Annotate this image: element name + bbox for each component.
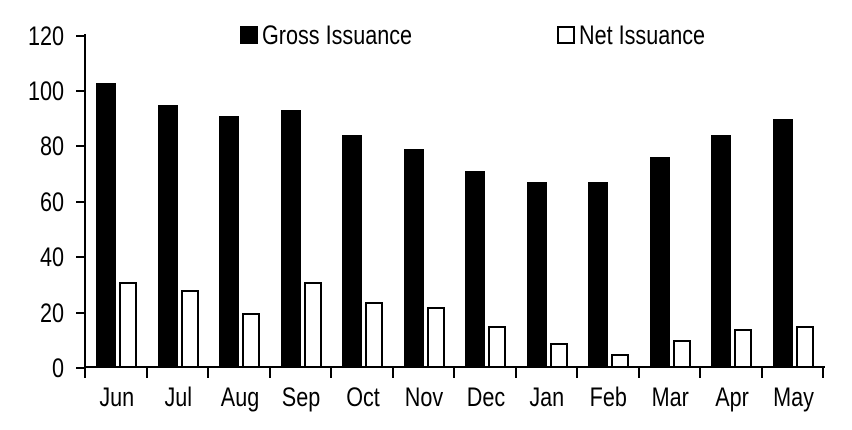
x-tick-mark	[391, 366, 394, 378]
y-tick-label-100: 100	[27, 75, 64, 106]
bar-net-issuance-dec	[488, 326, 506, 368]
y-tick-label-80: 80	[39, 131, 64, 162]
bar-net-issuance-aug	[242, 312, 260, 368]
bar-gross-issuance-apr	[711, 135, 731, 368]
bar-net-issuance-nov	[426, 307, 445, 368]
legend-item-net-issuance: Net Issuance	[557, 20, 737, 50]
net-issuance-swatch-icon	[557, 26, 575, 44]
x-tick-label-mar: Mar	[651, 382, 689, 412]
y-tick-mark	[76, 256, 84, 259]
x-tick-mark	[514, 366, 517, 378]
y-tick-mark	[76, 89, 84, 92]
x-tick-mark	[268, 366, 271, 378]
x-tick-label-sep: Sep	[282, 382, 321, 412]
x-tick-mark	[207, 366, 209, 378]
gross-issuance-swatch-icon	[240, 26, 258, 44]
y-tick-mark	[76, 311, 84, 314]
bar-gross-issuance-mar	[649, 157, 670, 368]
bar-net-issuance-sep	[303, 282, 322, 368]
bar-gross-issuance-aug	[219, 115, 239, 368]
legend-item-gross-issuance: Gross Issuance	[240, 20, 450, 50]
x-tick-label-dec: Dec	[466, 382, 505, 412]
bar-gross-issuance-nov	[403, 149, 424, 368]
bar-net-issuance-jul	[180, 290, 199, 368]
legend-label-gross-issuance: Gross Issuance	[262, 19, 413, 50]
x-tick-label-aug: Aug	[220, 382, 259, 412]
legend-label-net-issuance: Net Issuance	[579, 19, 706, 50]
y-tick-label-40: 40	[39, 242, 64, 273]
y-tick-mark	[76, 34, 84, 37]
bar-net-issuance-oct	[365, 301, 383, 368]
x-tick-label-jul: Jul	[164, 382, 193, 412]
bar-net-issuance-may	[795, 326, 814, 368]
bar-net-issuance-mar	[672, 340, 691, 368]
x-tick-label-jun: Jun	[99, 382, 135, 412]
y-tick-mark	[76, 200, 84, 203]
y-axis-line	[84, 34, 86, 368]
bar-gross-issuance-jun	[96, 82, 116, 368]
bar-gross-issuance-jan	[526, 182, 547, 368]
bar-gross-issuance-oct	[342, 135, 362, 368]
x-tick-mark	[637, 366, 640, 378]
x-tick-mark	[699, 366, 701, 378]
bar-net-issuance-feb	[611, 354, 629, 368]
x-tick-mark	[330, 366, 332, 378]
x-tick-label-may: May	[772, 382, 814, 412]
x-tick-mark	[145, 366, 148, 378]
y-tick-label-60: 60	[39, 186, 64, 217]
bar-gross-issuance-sep	[280, 110, 301, 368]
y-tick-mark	[76, 367, 84, 369]
y-tick-label-120: 120	[27, 20, 64, 51]
x-tick-mark	[822, 366, 824, 378]
x-tick-label-oct: Oct	[345, 382, 380, 412]
y-tick-label-0: 0	[51, 353, 64, 383]
x-tick-mark	[576, 366, 578, 378]
x-tick-mark	[453, 366, 455, 378]
x-tick-mark	[760, 366, 763, 378]
bar-gross-issuance-jul	[157, 104, 178, 368]
y-tick-mark	[76, 145, 84, 148]
y-tick-label-20: 20	[39, 297, 64, 328]
x-tick-label-nov: Nov	[405, 382, 444, 412]
bar-net-issuance-jun	[119, 282, 137, 368]
bar-gross-issuance-feb	[588, 182, 608, 368]
x-tick-label-apr: Apr	[714, 382, 749, 412]
bar-net-issuance-jan	[549, 343, 568, 368]
bar-net-issuance-apr	[734, 329, 752, 368]
bar-gross-issuance-may	[772, 118, 793, 368]
x-tick-label-feb: Feb	[590, 382, 628, 412]
x-tick-mark	[84, 366, 86, 378]
bar-gross-issuance-dec	[465, 171, 485, 368]
x-tick-label-jan: Jan	[529, 382, 565, 412]
